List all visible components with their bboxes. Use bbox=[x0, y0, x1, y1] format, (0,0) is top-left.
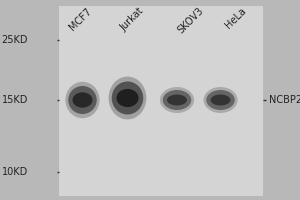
Ellipse shape bbox=[65, 82, 100, 118]
Ellipse shape bbox=[109, 77, 146, 119]
Text: SKOV3: SKOV3 bbox=[176, 6, 206, 36]
Text: 25KD: 25KD bbox=[2, 35, 28, 45]
Text: MCF7: MCF7 bbox=[68, 6, 94, 32]
Ellipse shape bbox=[112, 82, 143, 114]
Ellipse shape bbox=[203, 87, 238, 113]
Ellipse shape bbox=[116, 89, 139, 107]
Ellipse shape bbox=[68, 86, 97, 114]
Text: 15KD: 15KD bbox=[2, 95, 28, 105]
Text: 10KD: 10KD bbox=[2, 167, 28, 177]
Text: NCBP2: NCBP2 bbox=[268, 95, 300, 105]
Bar bbox=[58, 6, 262, 196]
Ellipse shape bbox=[206, 90, 235, 110]
Ellipse shape bbox=[73, 92, 92, 108]
Text: HeLa: HeLa bbox=[224, 6, 248, 31]
Ellipse shape bbox=[163, 90, 191, 110]
Ellipse shape bbox=[211, 95, 230, 106]
Text: Jurkat: Jurkat bbox=[118, 6, 146, 33]
Ellipse shape bbox=[160, 87, 194, 113]
Ellipse shape bbox=[167, 95, 187, 106]
